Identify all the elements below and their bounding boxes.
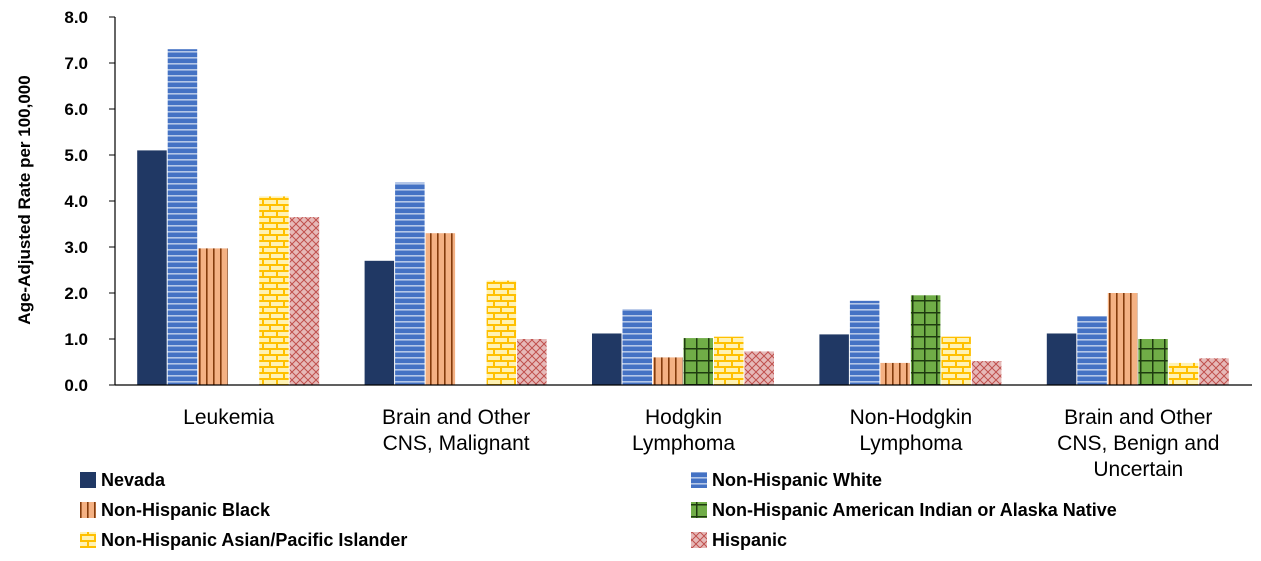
legend-swatch (691, 532, 707, 548)
category-label: Lymphoma (632, 432, 735, 455)
category-labels: Leukemia Brain and Other CNS, Malignant Hod… (183, 406, 1219, 481)
bar (880, 362, 910, 385)
bar (1046, 333, 1077, 385)
legend-swatch (80, 472, 96, 488)
legend-label: Non-Hispanic Asian/Pacific Islander (101, 530, 407, 550)
category-label: Hodgkin (645, 406, 722, 429)
category-label: Lymphoma (859, 432, 962, 455)
category-label: Non-Hodgkin (850, 406, 973, 429)
y-axis-ticks: 0.0 1.0 2.0 3.0 4.0 5.0 6.0 7.0 8.0 (64, 8, 115, 395)
y-tick-label: 8.0 (64, 8, 88, 27)
y-tick-label: 0.0 (64, 376, 88, 395)
bar (714, 336, 744, 385)
bar (364, 260, 395, 385)
bar (653, 357, 683, 385)
y-tick-label: 1.0 (64, 330, 88, 349)
bar (622, 309, 652, 385)
legend-label: Non-Hispanic American Indian or Alaska N… (712, 500, 1117, 520)
bar (198, 248, 228, 385)
y-tick-label: 7.0 (64, 54, 88, 73)
bars (137, 49, 1229, 385)
category-label: Brain and Other (382, 406, 530, 429)
y-tick-label: 6.0 (64, 100, 88, 119)
bar (1168, 362, 1199, 385)
bar (425, 233, 456, 385)
bar (1138, 339, 1168, 385)
legend-swatch (80, 532, 96, 548)
legend: Nevada Non-Hispanic White Non-Hispanic Bla… (80, 470, 1117, 550)
legend-swatch (80, 502, 96, 518)
bar (1107, 293, 1138, 385)
category-label: CNS, Benign and (1057, 432, 1219, 455)
y-axis-label: Age-Adjusted Rate per 100,000 (15, 75, 34, 324)
legend-label: Nevada (101, 470, 166, 490)
legend-label: Hispanic (712, 530, 787, 550)
y-tick-label: 5.0 (64, 146, 88, 165)
bar (683, 338, 713, 385)
legend-label: Non-Hispanic Black (101, 500, 271, 520)
bar (1077, 316, 1107, 385)
bar (971, 361, 1002, 385)
y-tick-label: 4.0 (64, 192, 88, 211)
legend-swatch (691, 472, 707, 488)
bar (1199, 358, 1229, 385)
bar (910, 295, 941, 385)
category-label: Uncertain (1093, 458, 1183, 481)
bar (259, 196, 289, 385)
bar (167, 49, 198, 385)
bar (137, 150, 167, 385)
bar (517, 339, 547, 385)
bar (849, 300, 880, 385)
bar (592, 333, 622, 385)
bar (819, 334, 849, 385)
bar (744, 351, 774, 385)
category-label: Leukemia (183, 406, 274, 429)
legend-swatch (691, 502, 707, 518)
bar (486, 280, 517, 385)
bar (289, 217, 320, 385)
axes (114, 17, 1252, 386)
category-label: CNS, Malignant (383, 432, 530, 455)
bar (395, 182, 425, 385)
y-tick-label: 2.0 (64, 284, 88, 303)
bar (941, 336, 971, 385)
legend-label: Non-Hispanic White (712, 470, 882, 490)
category-label: Brain and Other (1064, 406, 1212, 429)
y-tick-label: 3.0 (64, 238, 88, 257)
